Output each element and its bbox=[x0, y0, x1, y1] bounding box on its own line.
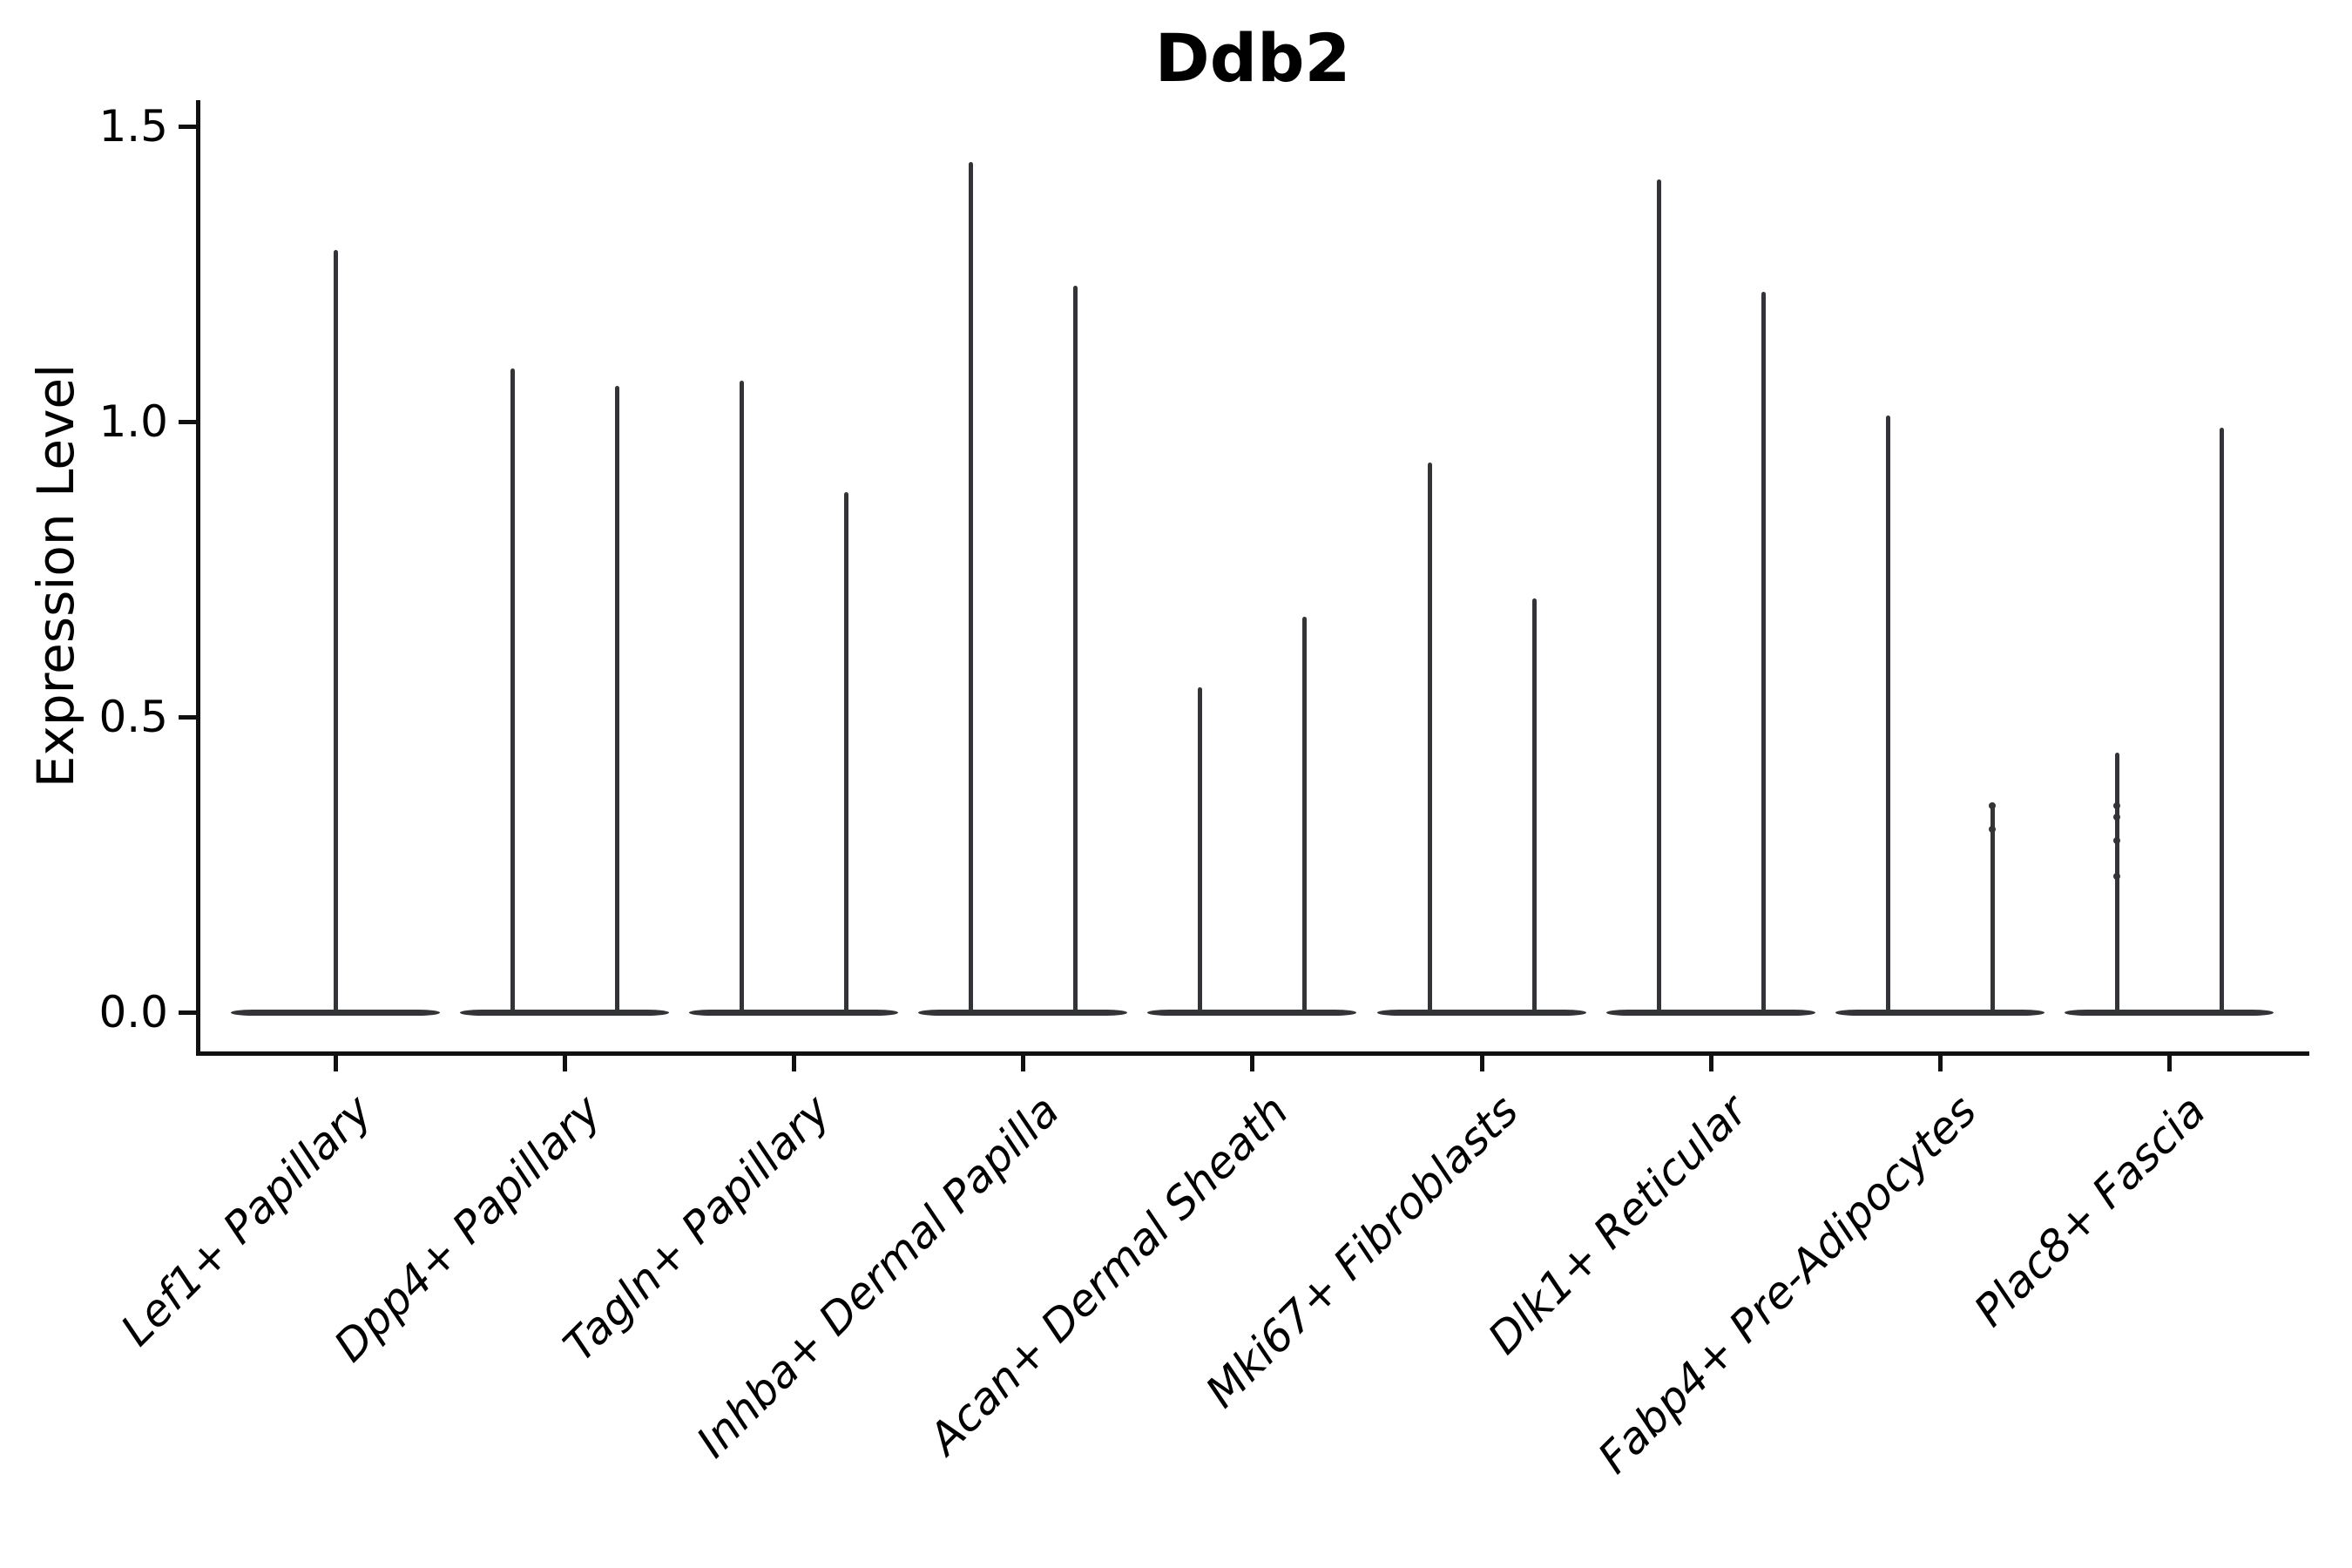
violin-spike bbox=[510, 368, 515, 1015]
y-axis-spine bbox=[196, 100, 200, 1056]
violin-base bbox=[1835, 1009, 2044, 1016]
violin-spike bbox=[1656, 179, 1661, 1015]
expression-point bbox=[1989, 801, 1996, 809]
x-tick bbox=[1937, 1056, 1943, 1071]
x-tick bbox=[562, 1056, 567, 1071]
expression-point bbox=[2113, 837, 2120, 845]
chart-title: Ddb2 bbox=[1154, 19, 1351, 97]
violin-base bbox=[460, 1009, 669, 1016]
y-tick-label: 1.5 bbox=[98, 101, 168, 152]
violin-spike bbox=[968, 161, 973, 1015]
y-tick-label: 0.0 bbox=[98, 987, 168, 1037]
violin-spike bbox=[333, 250, 338, 1015]
x-tick bbox=[1249, 1056, 1254, 1071]
violin-spike bbox=[2114, 752, 2119, 1015]
violin-spike bbox=[1427, 463, 1432, 1015]
x-tick-label: Dlk1+ Reticular bbox=[1478, 1085, 1758, 1364]
violin-base bbox=[918, 1009, 1127, 1016]
y-tick bbox=[179, 419, 196, 424]
violin-spike bbox=[1301, 616, 1307, 1015]
y-tick-label: 0.5 bbox=[98, 692, 168, 742]
x-tick-label: Mki67+ Fibroblasts bbox=[1195, 1085, 1529, 1418]
violin-base bbox=[689, 1009, 898, 1016]
x-tick bbox=[333, 1056, 338, 1071]
violin-spike bbox=[2219, 427, 2224, 1015]
x-tick bbox=[791, 1056, 796, 1071]
expression-point bbox=[2113, 814, 2120, 821]
x-tick-label: Acan+ Dermal Sheath bbox=[919, 1085, 1299, 1464]
violin-base bbox=[1147, 1009, 1356, 1016]
expression-point bbox=[2113, 873, 2120, 881]
x-tick-label: Dpp4+ Papillary bbox=[324, 1085, 612, 1372]
violin-spike bbox=[1761, 291, 1766, 1015]
violin-spike bbox=[614, 386, 619, 1015]
y-tick bbox=[179, 124, 196, 129]
violin-spike bbox=[843, 492, 848, 1015]
x-tick-label: Plac8+ Fascia bbox=[1964, 1085, 2216, 1336]
y-tick bbox=[179, 714, 196, 720]
x-tick bbox=[1708, 1056, 1713, 1071]
violin-base bbox=[2065, 1009, 2274, 1016]
x-tick bbox=[2166, 1056, 2172, 1071]
y-tick bbox=[179, 1010, 196, 1015]
x-tick bbox=[1020, 1056, 1025, 1071]
violin-base bbox=[1377, 1009, 1586, 1016]
violin-spike bbox=[1885, 416, 1890, 1015]
x-tick-label: Fabp4+ Pre-Adipocytes bbox=[1588, 1085, 1987, 1484]
violin-spike bbox=[739, 380, 744, 1015]
violin-spike bbox=[1531, 598, 1537, 1015]
violin-base bbox=[1606, 1009, 1815, 1016]
x-axis-spine bbox=[196, 1051, 2309, 1056]
x-tick-label: Tagln+ Papillary bbox=[553, 1085, 841, 1372]
violin-spike bbox=[1072, 286, 1078, 1015]
violin-spike bbox=[1197, 687, 1202, 1015]
expression-point bbox=[1989, 825, 1996, 833]
x-tick-label: Inhba+ Dermal Papilla bbox=[686, 1085, 1070, 1468]
y-tick-label: 1.0 bbox=[98, 396, 168, 447]
x-tick bbox=[1479, 1056, 1484, 1071]
expression-point bbox=[2113, 801, 2120, 809]
violin-spike bbox=[1990, 805, 1995, 1015]
